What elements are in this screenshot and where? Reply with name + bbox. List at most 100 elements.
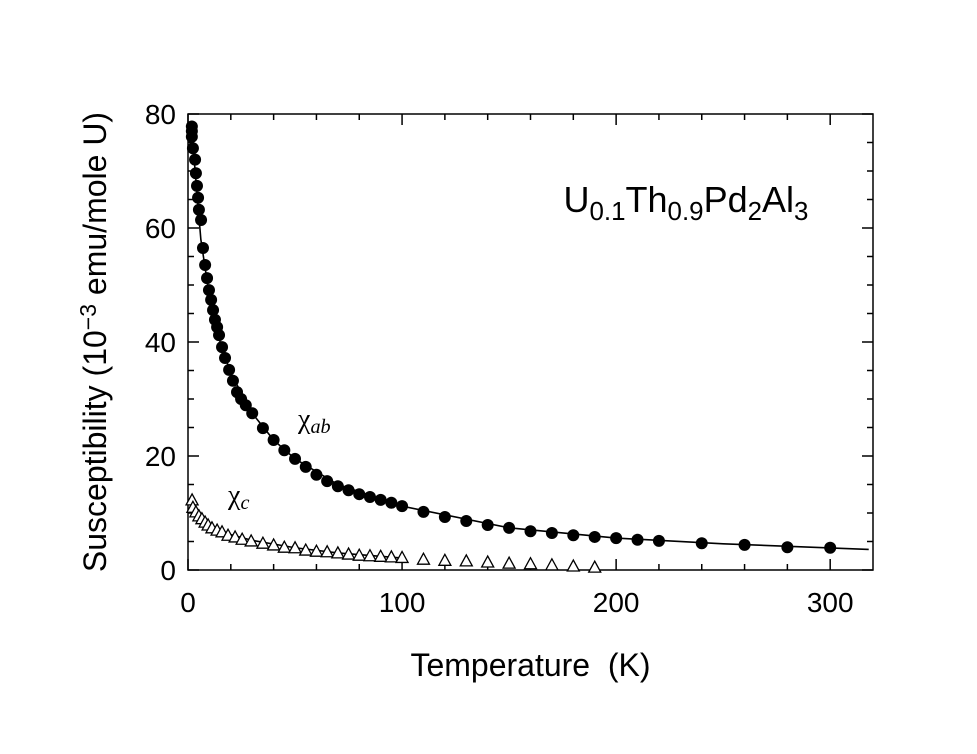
data-point — [201, 272, 214, 285]
data-point — [287, 540, 303, 554]
data-point — [195, 214, 208, 227]
y-tick-label: 20 — [145, 441, 176, 472]
data-point — [824, 541, 837, 554]
x-tick-label: 300 — [807, 587, 854, 618]
y-tick-label: 60 — [145, 213, 176, 244]
data-point — [213, 329, 226, 342]
data-point — [374, 493, 387, 506]
text-part: U — [564, 179, 590, 220]
data-point — [341, 546, 356, 560]
y-tick-label: 80 — [145, 99, 176, 130]
data-point — [189, 167, 202, 180]
data-point — [362, 548, 378, 562]
data-point — [219, 351, 232, 364]
data-point — [610, 532, 623, 545]
data-point — [186, 142, 199, 155]
data-point — [438, 510, 451, 523]
data-point — [266, 537, 281, 551]
data-point — [342, 484, 355, 497]
x-axis-title: Temperature (K) — [410, 647, 650, 683]
data-point — [501, 555, 517, 569]
series-label-symbol: χ — [227, 480, 241, 511]
data-point — [235, 531, 250, 545]
data-point — [481, 518, 494, 531]
data-point — [503, 521, 516, 534]
subscript: 2 — [748, 198, 762, 226]
data-point — [199, 259, 212, 272]
data-point — [256, 422, 269, 435]
data-point — [298, 542, 313, 556]
data-point — [320, 544, 335, 558]
data-point — [459, 553, 474, 567]
data-point — [226, 374, 239, 387]
data-point — [437, 552, 452, 566]
data-point — [309, 543, 324, 557]
data-point — [524, 525, 537, 538]
series-label: χc — [227, 480, 249, 514]
data-point — [587, 559, 602, 573]
y-axis-title: Susceptibility (10−3 emu/mole U) — [75, 112, 113, 572]
data-point — [310, 468, 323, 481]
data-point — [588, 530, 601, 543]
data-point — [652, 534, 665, 547]
data-point — [695, 537, 708, 550]
data-point — [331, 480, 344, 493]
series-label-symbol: χ — [297, 404, 311, 435]
data-point — [781, 541, 794, 554]
superscript: −3 — [75, 304, 101, 330]
x-tick-label: 100 — [379, 587, 426, 618]
series-label-subscript: c — [240, 492, 249, 514]
data-point — [384, 549, 399, 563]
data-point — [277, 539, 292, 553]
data-point — [545, 526, 558, 539]
data-point — [352, 547, 367, 561]
data-point — [523, 556, 538, 570]
data-point — [223, 363, 236, 376]
data-point — [363, 491, 376, 504]
data-point — [202, 284, 215, 297]
data-point — [239, 399, 252, 412]
text-part: Susceptibility (10 — [77, 330, 113, 572]
x-tick-label: 200 — [593, 587, 640, 618]
data-point — [417, 505, 430, 518]
text-part: emu/mole U) — [77, 112, 113, 304]
text-part: Pd — [704, 179, 748, 220]
series-label: χab — [297, 404, 331, 438]
data-point — [216, 341, 229, 354]
data-point — [394, 550, 410, 564]
text-part: Al — [762, 179, 794, 220]
subscript: 0.1 — [590, 198, 626, 226]
y-tick-label: 40 — [145, 327, 176, 358]
data-point — [544, 557, 560, 571]
data-point — [330, 545, 345, 559]
data-point — [321, 475, 334, 488]
data-point — [460, 514, 473, 527]
data-point — [192, 191, 205, 204]
data-point — [255, 535, 271, 549]
text-part: Th — [626, 179, 668, 220]
data-point — [246, 407, 259, 420]
data-point — [192, 203, 205, 216]
data-point — [631, 533, 644, 546]
data-point — [278, 444, 291, 457]
data-point — [189, 153, 202, 166]
data-point — [244, 533, 259, 547]
chart-title: U0.1Th0.9Pd2Al3 — [564, 179, 809, 226]
data-point — [738, 538, 751, 551]
data-point — [207, 304, 220, 317]
data-point — [299, 460, 312, 473]
x-tick-label: 0 — [180, 587, 196, 618]
data-point — [185, 130, 198, 143]
y-tick-label: 0 — [160, 555, 176, 586]
data-point — [416, 551, 431, 565]
data-point — [289, 452, 302, 465]
data-point — [267, 434, 280, 447]
data-point — [385, 496, 398, 509]
data-point — [353, 488, 366, 501]
subscript: 3 — [794, 198, 808, 226]
data-point — [196, 241, 209, 254]
data-point — [190, 179, 203, 192]
series-label-subscript: ab — [310, 416, 330, 438]
data-point — [396, 500, 409, 513]
